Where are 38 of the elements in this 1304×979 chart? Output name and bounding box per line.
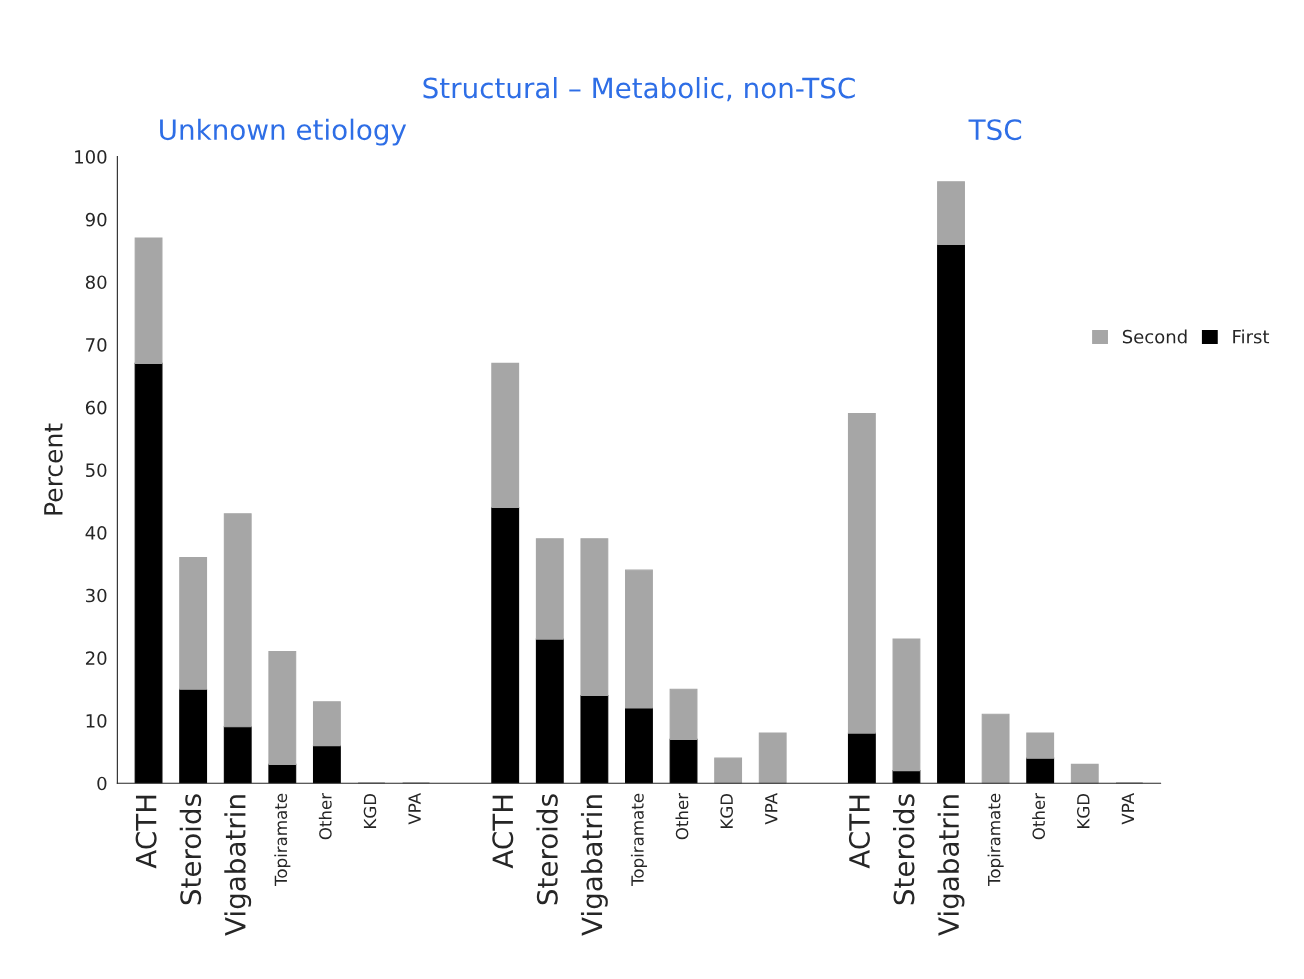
x-tick-label: Topiramate [987, 793, 1004, 887]
text: Structural – Metabolic, non-TSC [423, 76, 855, 102]
x-tick-label: Steroids [893, 794, 915, 905]
y-tick-label: 100 [75, 150, 107, 164]
y-tick-label: 80 [85, 275, 107, 290]
y-tick-label: 90 [85, 212, 107, 227]
x-tick-label: KGD [720, 793, 733, 828]
x-tick-label: Other [1032, 792, 1046, 840]
x-tick-label: Other [318, 792, 332, 840]
y-tick-label: 60 [85, 400, 107, 415]
text: Unknown etiology [160, 118, 407, 146]
x-tick-label: VPA [765, 793, 778, 825]
y-tick-label: 50 [86, 463, 107, 478]
x-tick-label: VPA [408, 793, 421, 825]
y-tick-label: 30 [86, 588, 107, 603]
y-tick-label: 20 [85, 651, 107, 665]
y-axis-title: Percent [44, 423, 63, 515]
legend-label: Second [1122, 329, 1187, 344]
x-tick-label: VPA [1121, 793, 1134, 825]
x-tick-label: ACTH [492, 795, 514, 869]
legend-label: First [1233, 329, 1270, 344]
x-tick-label: Steroids [179, 794, 202, 905]
y-tick-label: 70 [86, 338, 107, 352]
x-tick-label: Vigabatrin [937, 795, 965, 936]
x-tick-label: ACTH [135, 795, 157, 869]
x-tick-label: Topiramate [630, 793, 648, 887]
x-tick-label: Vigabatrin [224, 795, 252, 936]
y-tick-label: 10 [86, 714, 107, 728]
x-tick-label: Topiramate [274, 793, 291, 887]
y-tick-label: 40 [85, 526, 107, 540]
x-tick-label: Vigabatrin [580, 795, 608, 936]
x-tick-label: Steroids [536, 794, 558, 905]
text: TSC [968, 119, 1022, 141]
y-tick-label: 0 [97, 776, 107, 791]
x-tick-label: ACTH [848, 795, 870, 869]
x-tick-label: KGD [1077, 793, 1090, 828]
x-tick-label: KGD [363, 793, 377, 828]
x-tick-label: Other [675, 792, 689, 840]
